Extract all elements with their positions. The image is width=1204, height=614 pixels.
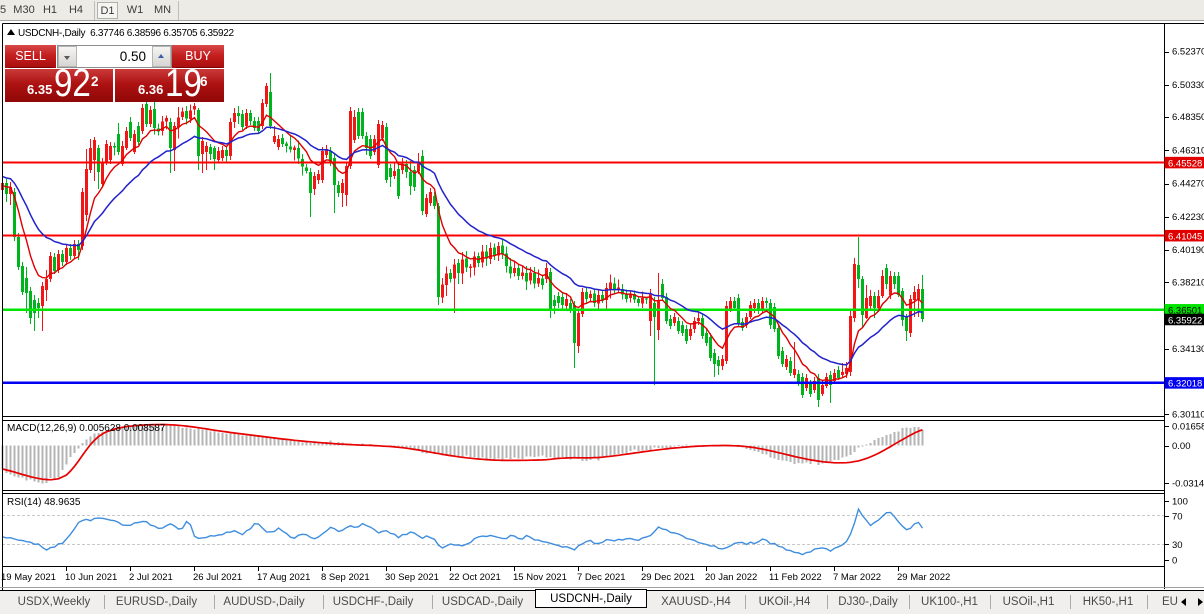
svg-text:22 Oct 2021: 22 Oct 2021 bbox=[449, 572, 501, 583]
svg-text:0.00: 0.00 bbox=[1172, 441, 1191, 452]
svg-text:30 Sep 2021: 30 Sep 2021 bbox=[385, 572, 439, 583]
svg-text:RSI(14) 48.9635: RSI(14) 48.9635 bbox=[7, 497, 81, 508]
svg-text:6.30110: 6.30110 bbox=[1172, 410, 1204, 421]
svg-text:6.34130: 6.34130 bbox=[1172, 344, 1204, 355]
svg-text:7 Mar 2022: 7 Mar 2022 bbox=[833, 572, 881, 583]
svg-text:6.44270: 6.44270 bbox=[1172, 179, 1204, 190]
svg-text:0: 0 bbox=[1172, 556, 1177, 567]
svg-text:MACD(12,26,9) 0.005628 0.00858: MACD(12,26,9) 0.005628 0.008587 bbox=[7, 423, 166, 434]
svg-text:17 Aug 2021: 17 Aug 2021 bbox=[257, 572, 310, 583]
svg-text:6.32018: 6.32018 bbox=[1168, 379, 1202, 390]
svg-text:100: 100 bbox=[1172, 497, 1188, 508]
svg-text:6.38210: 6.38210 bbox=[1172, 277, 1204, 288]
svg-text:0.016586: 0.016586 bbox=[1172, 422, 1204, 433]
svg-text:6.50330: 6.50330 bbox=[1172, 80, 1204, 91]
svg-text:10 Jun 2021: 10 Jun 2021 bbox=[65, 572, 117, 583]
svg-text:30: 30 bbox=[1172, 540, 1183, 551]
svg-text:2 Jul 2021: 2 Jul 2021 bbox=[129, 572, 173, 583]
svg-text:15 Nov 2021: 15 Nov 2021 bbox=[513, 572, 567, 583]
svg-text:-0.03142: -0.03142 bbox=[1172, 479, 1204, 490]
svg-text:6.52370: 6.52370 bbox=[1172, 47, 1204, 58]
svg-text:29 Mar 2022: 29 Mar 2022 bbox=[897, 572, 950, 583]
svg-text:26 Jul 2021: 26 Jul 2021 bbox=[193, 572, 242, 583]
svg-text:6.42230: 6.42230 bbox=[1172, 212, 1204, 223]
svg-text:7 Dec 2021: 7 Dec 2021 bbox=[577, 572, 626, 583]
svg-text:6.48350: 6.48350 bbox=[1172, 112, 1204, 123]
svg-text:6.36501: 6.36501 bbox=[1168, 306, 1202, 317]
svg-text:6.45528: 6.45528 bbox=[1168, 158, 1202, 169]
svg-text:6.35922: 6.35922 bbox=[1168, 315, 1202, 326]
svg-text:6.40190: 6.40190 bbox=[1172, 245, 1204, 256]
svg-text:8 Sep 2021: 8 Sep 2021 bbox=[321, 572, 370, 583]
svg-text:19 May 2021: 19 May 2021 bbox=[1, 572, 56, 583]
svg-text:20 Jan 2022: 20 Jan 2022 bbox=[705, 572, 757, 583]
svg-text:6.41045: 6.41045 bbox=[1168, 232, 1202, 243]
svg-text:29 Dec 2021: 29 Dec 2021 bbox=[641, 572, 695, 583]
svg-text:11 Feb 2022: 11 Feb 2022 bbox=[769, 572, 822, 583]
svg-text:70: 70 bbox=[1172, 511, 1183, 522]
svg-text:6.46310: 6.46310 bbox=[1172, 145, 1204, 156]
